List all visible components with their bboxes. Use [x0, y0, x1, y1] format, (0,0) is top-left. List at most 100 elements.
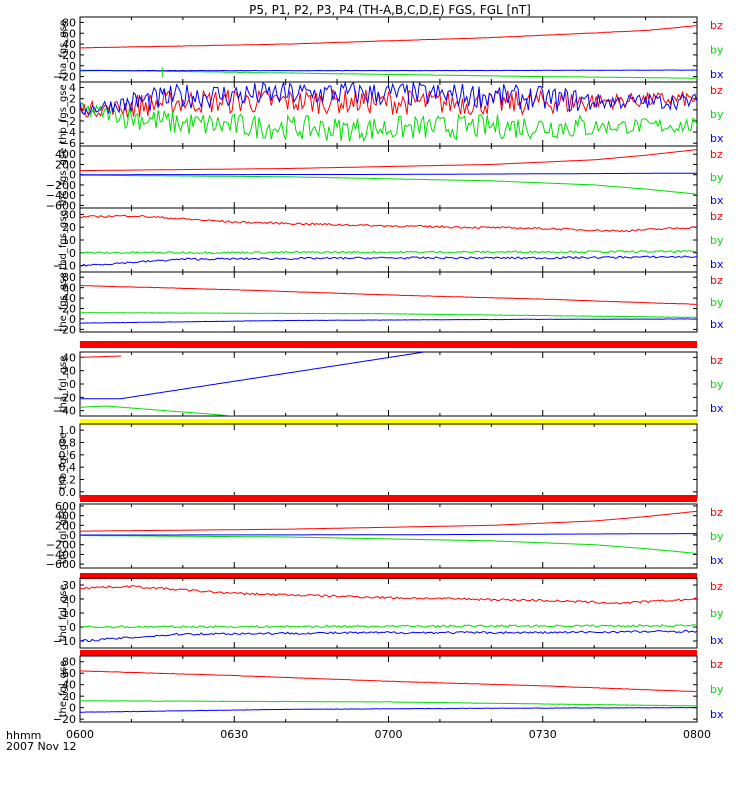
series-bx [80, 629, 697, 643]
panel-frame [79, 423, 698, 499]
x-axis-label: hhmm [6, 729, 41, 742]
chart-title: P5, P1, P2, P3, P4 (TH-A,B,C,D,E) FGS, F… [249, 3, 531, 17]
series-bz [80, 670, 697, 693]
legend-by: by [710, 234, 724, 247]
y-tick-label: −400 [46, 189, 76, 202]
y-tick-label: 60 [62, 282, 76, 295]
legend-bx: bx [710, 132, 724, 145]
y-tick-label: 0.0 [59, 486, 77, 499]
legend-by: by [710, 683, 724, 696]
separator-bar [80, 419, 697, 425]
legend-bx: bx [710, 258, 724, 271]
legend-bz: bz [710, 19, 723, 32]
y-tick-label: −20 [53, 713, 76, 726]
panel-label: thb_fgs_gse [58, 84, 69, 143]
panel-label: tha_fgs_gse [58, 20, 69, 79]
separator-bar [80, 573, 697, 579]
legend-bx: bx [710, 318, 724, 331]
y-tick-label: 20 [62, 365, 76, 378]
series-bz [80, 25, 697, 49]
panel-frame [79, 145, 698, 209]
panel-frame [79, 351, 698, 417]
series-bz [80, 355, 122, 358]
y-tick-label: 60 [62, 27, 76, 40]
series-by [80, 101, 697, 143]
y-tick-label: 600 [55, 500, 76, 513]
panel-label: thc_fgl_gse [58, 508, 69, 564]
series-bx [80, 69, 697, 72]
legend-bx: bx [710, 708, 724, 721]
y-tick-label: −10 [53, 635, 76, 648]
series-bz [80, 284, 697, 305]
legend-bx: bx [710, 634, 724, 647]
series-bx [80, 706, 697, 713]
legend-bx: bx [710, 194, 724, 207]
y-tick-label: 0 [69, 247, 76, 260]
panel-label: the_fgs_gse [58, 272, 69, 331]
legend-by: by [710, 108, 724, 121]
series-bx [80, 533, 697, 536]
legend-by: by [710, 530, 724, 543]
panel-label: thc_fgs_gse [58, 148, 69, 207]
y-tick-label: 10 [62, 607, 76, 620]
y-tick-label: −20 [53, 391, 76, 404]
y-tick-label: 40 [62, 292, 76, 305]
y-tick-label: 30 [62, 579, 76, 592]
y-tick-label: −200 [46, 179, 76, 192]
legend-bx: bx [710, 554, 724, 567]
y-tick-label: 0 [69, 313, 76, 326]
legend-by: by [710, 44, 724, 57]
panel-label: thd_fgl_gse [58, 585, 69, 642]
panel-label: the_fgl_gse [58, 661, 69, 718]
y-tick-label: 400 [55, 510, 76, 523]
panel-frame [79, 207, 698, 273]
y-tick-label: 0 [69, 529, 76, 542]
series-by [80, 312, 697, 318]
y-tick-label: 10 [62, 234, 76, 247]
separator-bar [80, 341, 697, 348]
separator-bar [80, 650, 697, 656]
panel-label: thd_fgs_gse [58, 210, 69, 269]
legend-by: by [710, 171, 724, 184]
y-tick-label: 0 [69, 621, 76, 634]
y-tick-label: 0 [69, 702, 76, 715]
y-tick-label: −6 [60, 137, 76, 150]
y-tick-label: 2 [69, 93, 76, 106]
y-tick-label: −2 [60, 115, 76, 128]
legend-bz: bz [710, 148, 723, 161]
y-tick-label: 20 [62, 49, 76, 62]
series-by [80, 249, 697, 255]
y-tick-label: −200 [46, 539, 76, 552]
y-tick-label: 80 [62, 656, 76, 669]
y-tick-label: 40 [62, 351, 76, 364]
panel-label: tha_fgl_gse [58, 356, 69, 413]
series-bz [80, 89, 697, 119]
legend-bz: bz [710, 580, 723, 593]
y-tick-label: −10 [53, 260, 76, 273]
legend-bx: bx [710, 402, 724, 415]
y-tick-label: −20 [53, 323, 76, 336]
legend-by: by [710, 607, 724, 620]
series-bz [80, 149, 697, 172]
series-bx [80, 318, 697, 324]
y-tick-label: −20 [53, 71, 76, 84]
y-tick-label: −600 [46, 558, 76, 571]
panel-label: thb_fgl_gse [58, 433, 69, 490]
y-tick-label: 400 [55, 148, 76, 161]
legend-by: by [710, 296, 724, 309]
series-bz [80, 585, 697, 605]
series-by [80, 535, 697, 554]
y-tick-label: 60 [62, 667, 76, 680]
x-tick-label: 0700 [375, 728, 403, 741]
x-tick-label: 0630 [220, 728, 248, 741]
legend-by: by [710, 378, 724, 391]
